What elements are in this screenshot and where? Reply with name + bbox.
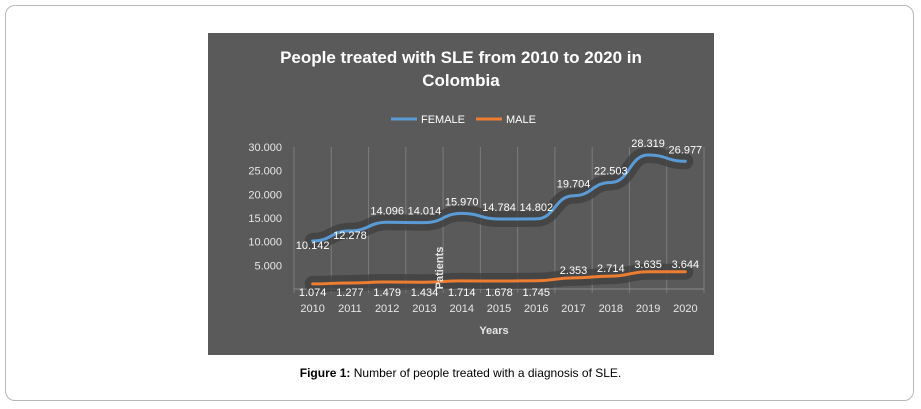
x-tick-label: 2012	[375, 303, 399, 315]
data-label-female: 14.784	[482, 202, 516, 214]
series-line-male	[311, 270, 687, 286]
data-label-female: 14.802	[519, 202, 553, 214]
caption-label: Figure 1:	[299, 366, 351, 380]
y-tick-label: 10.000	[248, 237, 282, 249]
data-label-female: 19.704	[557, 179, 591, 191]
data-label-female: 22.503	[594, 165, 628, 177]
y-tick-label: 30.000	[248, 142, 282, 154]
data-label-male: 2.714	[597, 263, 625, 275]
legend-label-female: FEMALE	[421, 114, 465, 126]
data-label-male: 1.714	[448, 287, 476, 299]
y-axis-title: Patients	[434, 247, 446, 290]
y-tick-label: 5.000	[254, 260, 282, 272]
y-tick-label: 20.000	[248, 189, 282, 201]
chart-title-line1: People treated with SLE from 2010 to 202…	[280, 48, 642, 67]
data-label-female: 26.977	[669, 144, 703, 156]
x-tick-label: 2014	[449, 303, 473, 315]
x-tick-label: 2011	[338, 303, 362, 315]
figure-caption: Figure 1: Number of people treated with …	[0, 366, 921, 380]
data-label-male: 2.353	[560, 265, 588, 277]
data-label-male: 1.745	[523, 287, 551, 299]
data-label-female: 12.278	[333, 230, 367, 242]
data-label-male: 1.434	[411, 287, 439, 299]
x-tick-label: 2015	[487, 303, 511, 315]
y-tick-label: 15.000	[248, 213, 282, 225]
y-axis: 30.000 25.000 20.000 15.000 10.000 5.000	[248, 142, 282, 272]
data-label-female: 10.142	[296, 240, 330, 252]
data-label-male: 1.678	[485, 287, 513, 299]
data-label-male: 1.074	[299, 287, 327, 299]
line-chart: People treated with SLE from 2010 to 202…	[248, 48, 705, 337]
data-label-male: 3.635	[634, 259, 662, 271]
x-tick-label: 2017	[561, 303, 585, 315]
x-axis: 2010 2011 2012 2013 2014 2015 2016 2017 2018 2019…	[300, 303, 697, 315]
data-label-female: 14.096	[370, 205, 404, 217]
chart-legend: FEMALE MALE	[391, 114, 536, 126]
data-label-female: 28.319	[631, 138, 665, 150]
x-axis-title: Years	[479, 325, 508, 337]
series-line-female	[311, 153, 687, 243]
data-label-female: 15.970	[445, 196, 479, 208]
x-tick-label: 2013	[412, 303, 436, 315]
x-tick-label: 2020	[673, 303, 697, 315]
x-tick-label: 2019	[636, 303, 660, 315]
chart-title-line2: Colombia	[422, 71, 500, 90]
figure-frame	[5, 5, 914, 401]
chart-series	[304, 146, 694, 292]
data-label-male: 1.479	[373, 287, 401, 299]
chart-panel: People treated with SLE from 2010 to 202…	[208, 33, 714, 355]
data-label-male: 1.277	[336, 287, 364, 299]
x-tick-label: 2018	[599, 303, 623, 315]
data-label-female: 14.014	[408, 206, 442, 218]
y-tick-label: 25.000	[248, 166, 282, 178]
x-tick-label: 2010	[300, 303, 324, 315]
x-tick-label: 2016	[524, 303, 548, 315]
data-label-male: 3.644	[672, 259, 700, 271]
legend-label-male: MALE	[506, 114, 536, 126]
caption-text: Number of people treated with a diagnosi…	[350, 366, 622, 380]
